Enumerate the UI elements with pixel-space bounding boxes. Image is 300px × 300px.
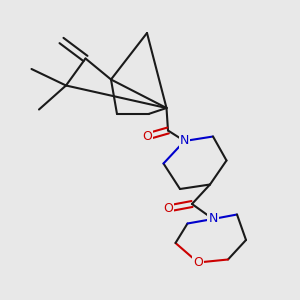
Text: O: O [163,202,173,215]
Text: O: O [142,130,152,143]
Text: N: N [208,212,218,226]
Text: N: N [180,134,189,148]
Text: O: O [193,256,203,269]
